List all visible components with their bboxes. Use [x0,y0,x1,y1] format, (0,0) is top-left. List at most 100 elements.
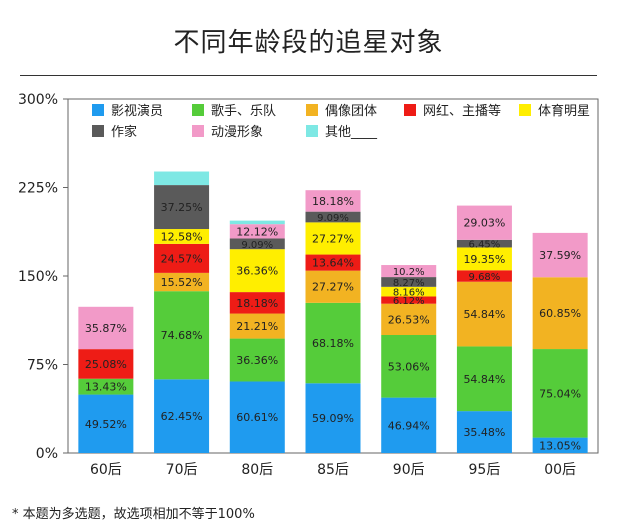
data-label: 75.04% [539,387,581,400]
bar-segment [381,296,437,304]
data-label: 8.16% [393,288,425,299]
legend-swatch [92,125,104,137]
bar-segment [154,243,210,273]
data-label: 9.09% [241,240,273,251]
bar-segment [154,185,210,230]
bar-segment [532,232,588,278]
bar-segment [229,220,285,225]
x-tick-label: 90后 [393,462,425,478]
data-label: 60.85% [539,307,581,320]
chart-title: 不同年龄段的追星对象 [173,28,444,58]
data-label: 37.25% [161,201,203,214]
data-label: 10.2% [393,267,425,278]
data-label: 18.18% [236,297,278,310]
bar-segment [229,313,285,339]
y-tick-label: 0% [36,446,58,462]
legend-label: 其他____ [325,125,378,140]
y-tick-label: 75% [27,358,58,374]
bar-segment [229,338,285,382]
bar-segment [456,411,512,453]
data-label: 49.52% [85,418,127,431]
legend-swatch [192,104,204,116]
bar-segment [305,190,361,212]
bar-segment [78,306,134,350]
legend-swatch [192,125,204,137]
data-label: 74.68% [161,329,203,342]
data-label: 6.45% [469,240,501,251]
data-label: 25.08% [85,358,127,371]
y-tick-label: 150% [18,269,58,285]
legend-swatch [92,104,104,116]
bar-segment [305,383,361,453]
data-label: 9.68% [469,272,501,283]
data-label: 12.58% [161,230,203,243]
legend-label: 网红、主播等 [423,103,501,119]
legend-swatch [519,104,531,116]
bar-segment [532,277,588,350]
stacked-bar-chart: 0% 75% 150% 225% 300% 影视演员 歌手、乐队 偶像团体 网红、主播等 体育明星… [18,92,599,478]
bar-segment [456,247,512,271]
legend-swatch [306,104,318,116]
footnote: * 本题为多选题，故选项相加不等于100% [12,507,255,522]
bar-segment [456,239,512,248]
bar-segment [305,222,361,255]
bar-segment [305,211,361,223]
data-label: 24.57% [161,252,203,265]
legend-swatch [306,125,318,137]
bar-segment [229,249,285,293]
data-label: 46.94% [388,419,430,432]
data-label: 13.05% [539,439,581,452]
data-label: 60.61% [236,411,278,424]
bar-segment [381,277,437,287]
legend-label: 动漫形象 [211,125,263,140]
data-label: 35.48% [463,426,505,439]
data-label: 13.64% [312,257,354,270]
x-tick-label: 85后 [317,462,349,478]
y-tick-label: 225% [18,181,58,197]
data-label: 29.03% [463,217,505,230]
data-label: 27.27% [312,232,354,245]
legend-label: 歌手、乐队 [211,104,276,119]
data-label: 12.12% [236,225,278,238]
data-label: 54.84% [463,373,505,386]
data-label: 6.12% [393,296,425,307]
bar-segment [78,394,134,453]
bar-segment [381,335,437,398]
legend-label: 作家 [111,124,137,140]
data-label: 21.21% [236,320,278,333]
bar-segment [456,281,512,347]
bar-segment [229,381,285,453]
data-label: 13.43% [85,381,127,394]
bar-segment [229,224,285,239]
legend-label: 影视演员 [111,103,163,119]
data-label: 26.53% [388,313,430,326]
data-label: 15.52% [161,276,203,289]
bar-segment [532,349,588,438]
data-label: 19.35% [463,253,505,266]
x-tick-label: 00后 [544,462,576,478]
data-label: 37.59% [539,249,581,262]
legend-label: 偶像团体 [325,104,377,119]
x-tick-label: 70后 [166,462,198,478]
data-label: 54.84% [463,308,505,321]
data-label: 9.09% [317,213,349,224]
bar-segment [154,291,210,380]
bar-segment [381,265,437,278]
data-label: 62.45% [161,410,203,423]
data-label: 36.36% [236,354,278,367]
bar-segment [229,292,285,314]
legend-swatch [404,104,416,116]
bar-segment [305,254,361,271]
data-label: 35.87% [85,322,127,335]
legend-label: 体育明星 [538,103,590,119]
x-tick-label: 80后 [241,462,273,478]
bar-segment [456,270,512,282]
bar-segment [305,270,361,303]
x-tick-label: 95后 [469,462,501,478]
bar-segment [381,303,437,335]
x-tick-label: 60后 [90,462,122,478]
data-label: 8.27% [393,278,425,289]
bar-segment [154,379,210,453]
bar-segment [154,272,210,292]
title-divider [20,75,597,76]
